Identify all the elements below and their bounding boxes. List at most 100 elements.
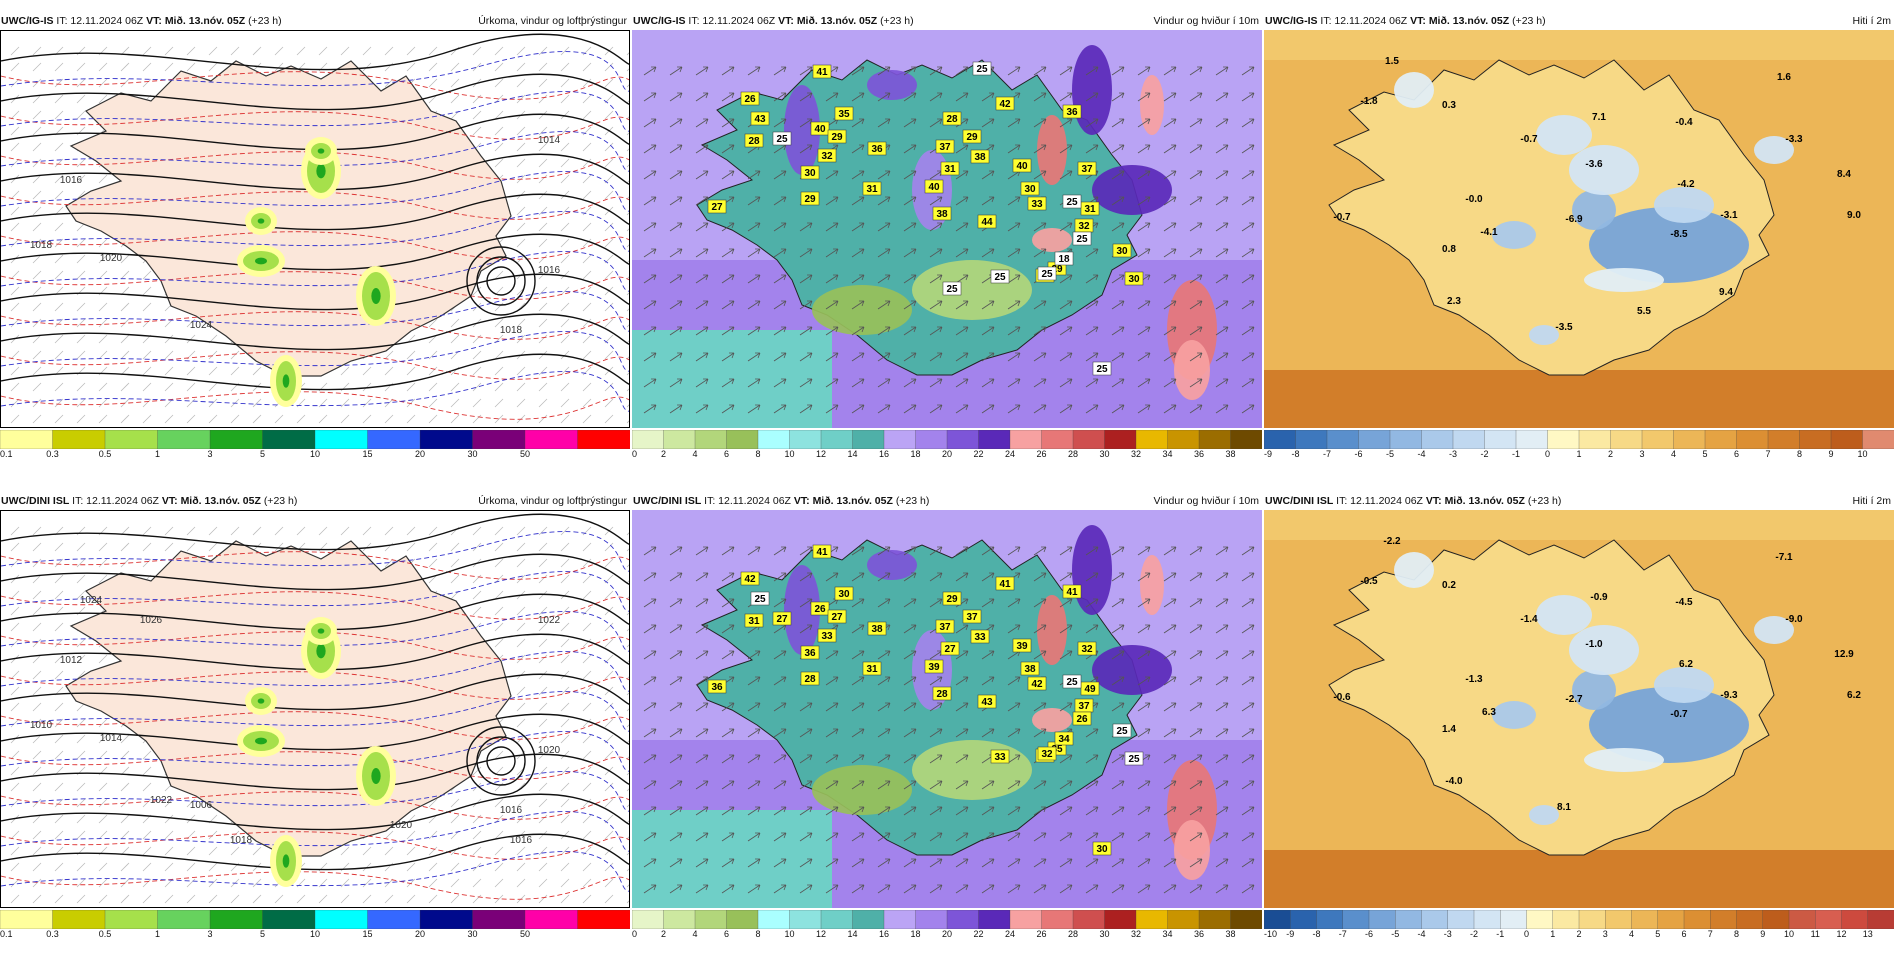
panel-header: UWC/DINI ISL IT: 12.11.2024 06Z VT: Mið.…: [1265, 495, 1891, 507]
wind-value: 30: [1116, 246, 1128, 257]
temperature-value: -8.5: [1670, 229, 1688, 240]
wind-value: 25: [1116, 726, 1128, 737]
colorbar-tick-label: -1: [1496, 929, 1505, 939]
colorbar-tick-label: 0.3: [46, 929, 59, 939]
temperature-area: [1654, 667, 1714, 703]
wind-label-box: [800, 191, 820, 206]
wind-value: 35: [838, 109, 850, 120]
colorbar-tick-label: 6: [723, 449, 730, 459]
wind-value: 26: [814, 604, 826, 615]
colorbar-tick-label: 10: [784, 929, 795, 939]
isobar-value: 1018: [500, 325, 523, 336]
wind-speed-area: [1072, 525, 1112, 615]
isobar-value: 1010: [30, 720, 53, 731]
colorbar-swatch: [104, 430, 159, 449]
colorbar-swatch: [1552, 910, 1580, 929]
colorbar-swatch: [104, 910, 159, 929]
colorbar-tick-label: 32: [1130, 929, 1142, 939]
temperature-value: 0.2: [1442, 580, 1456, 591]
temperature-value: 1.6: [1777, 72, 1791, 83]
colorbar-swatch: [1326, 430, 1360, 449]
colorbar-swatch: [1736, 430, 1769, 449]
colorbar-swatch: [524, 430, 579, 449]
wind-label-box: [972, 61, 992, 76]
lead-time: (+23 h): [248, 15, 282, 27]
colorbar-tick-label: -5: [1385, 449, 1395, 459]
wind-speed-area: [1092, 165, 1172, 215]
colorbar-swatch: [524, 910, 579, 929]
wind-label-box: [924, 659, 944, 674]
colorbar-swatch: [157, 910, 211, 929]
wind-label-box: [935, 619, 955, 634]
wind-speed-area: [1140, 75, 1164, 135]
valid-time: Mið. 13.nóv. 05Z: [1444, 495, 1525, 507]
wind-value: 43: [754, 114, 766, 125]
colorbar-tick-label: 8: [1733, 929, 1740, 939]
colorbar-labels: 0.1 0.3 0.5 1 3 5 10 15 20 30 50: [0, 449, 630, 463]
wind-label-box: [940, 161, 960, 176]
wind-value: 28: [804, 674, 816, 685]
row2-precip-panel: UWC/DINI ISL IT: 12.11.2024 06Z VT: Mið.…: [0, 493, 630, 954]
iceland-land: [65, 540, 512, 857]
colorbar-swatch: [1631, 910, 1659, 929]
colorbar-swatch: [632, 910, 665, 929]
precip-colorbar: [0, 430, 630, 449]
colorbar-swatch: [1041, 430, 1074, 449]
wind-value: 38: [936, 209, 948, 220]
temperature-value: 7.1: [1592, 112, 1606, 123]
temperature-area: [1589, 687, 1749, 763]
colorbar-tick-label: 50: [519, 449, 531, 459]
wind-value: 38: [974, 152, 986, 163]
wind-value: 36: [804, 648, 816, 659]
colorbar-swatch: [1358, 430, 1391, 449]
colorbar-swatch: [0, 910, 54, 929]
wind-value: 28: [748, 136, 760, 147]
colorbar-tick-label: 28: [1067, 449, 1079, 459]
isobar-value: 1016: [500, 805, 523, 816]
colorbar-tick-label: 0.5: [98, 929, 112, 939]
isobar-value: 1020: [390, 820, 413, 831]
wind-value: 35: [1051, 744, 1063, 755]
wind-speed-area: [1072, 45, 1112, 135]
wind-label-box: [707, 199, 727, 214]
colorbar-tick-label: 12: [1836, 929, 1847, 939]
colorbar-tick-label: 50: [519, 929, 531, 939]
isobar-value: 1016: [510, 835, 533, 846]
lead-time: (+23 h): [1527, 495, 1562, 507]
wind-value: 25: [976, 64, 988, 75]
temperature-value: -3.6: [1585, 159, 1603, 170]
wind-speed-area: [867, 550, 917, 580]
wind-value: 33: [1031, 199, 1043, 210]
temperature-value: -1.0: [1585, 639, 1603, 650]
colorbar-tick-label: -8: [1312, 929, 1321, 939]
colorbar-tick-label: 12: [815, 929, 827, 939]
wind-speed-area: [1037, 115, 1067, 185]
temperature-value: -1.4: [1520, 614, 1538, 625]
colorbar-tick-label: 2: [660, 929, 667, 939]
isobar-value: 1024: [80, 595, 103, 606]
colorbar-tick-label: 7: [1707, 929, 1713, 939]
colorbar-tick-label: 10: [1783, 929, 1795, 939]
temperature-value: -9.3: [1720, 690, 1738, 701]
colorbar-swatch: [52, 910, 106, 929]
wind-value: 32: [821, 151, 833, 162]
colorbar-tick-label: 20: [414, 929, 426, 939]
panel-header: UWC/IG-IS IT: 12.11.2024 06Z VT: Mið. 13…: [1265, 15, 1891, 27]
precip-area: [317, 148, 325, 154]
colorbar-swatch: [1104, 910, 1137, 929]
colorbar-tick-label: 0.1: [0, 929, 13, 939]
panel-title: Úrkoma, vindur og loftþrýstingur: [478, 15, 627, 27]
colorbar-swatch: [1198, 910, 1232, 929]
wind-label-box: [1037, 746, 1057, 761]
temperature-value: 0.8: [1442, 244, 1456, 255]
wind-label-box: [1037, 266, 1057, 281]
wind-label-box: [810, 121, 830, 136]
wind-label-box: [1077, 161, 1097, 176]
wind-label-box: [1092, 841, 1112, 856]
colorbar-swatch: [1167, 910, 1200, 929]
colorbar-tick-label: 5: [259, 449, 266, 459]
temperature-area: [1569, 145, 1639, 195]
colorbar-swatch: [1009, 430, 1043, 449]
colorbar-tick-label: -2: [1480, 449, 1489, 459]
temperature-value: -1.8: [1360, 96, 1378, 107]
